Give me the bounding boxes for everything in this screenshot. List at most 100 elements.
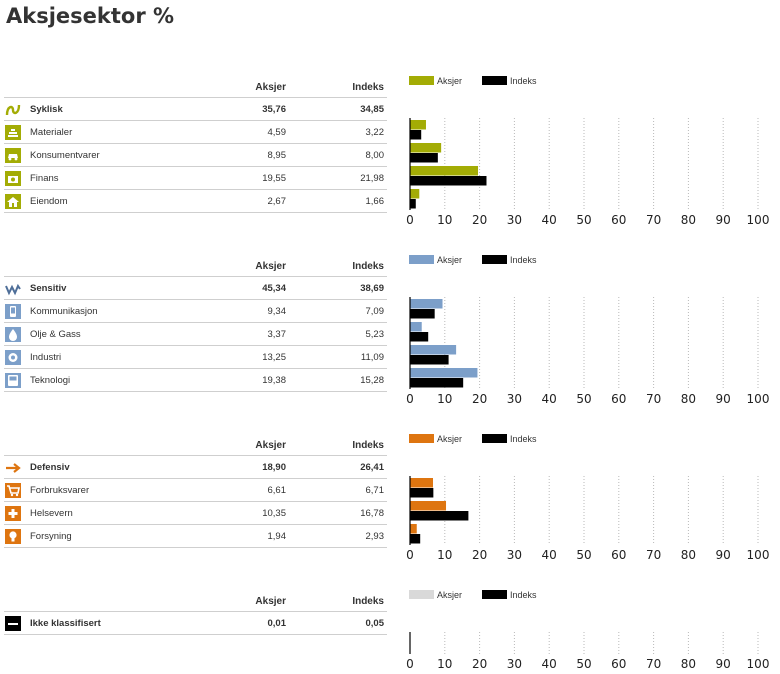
sector-name: Defensiv [30, 462, 70, 473]
table-header: Aksjer Indeks [4, 253, 387, 277]
consumer-defensive-icon [5, 483, 21, 498]
table-row: Teknologi 19,38 15,28 [4, 369, 387, 392]
table-row: Kommunikasjon 9,34 7,09 [4, 300, 387, 323]
x-tick-label: 0 [406, 392, 414, 406]
table-header: Aksjer Indeks [4, 74, 387, 98]
sector-indeks-value: 26,41 [360, 462, 384, 473]
sector-aksjer-value: 18,90 [262, 462, 286, 473]
bar-aksjer [410, 322, 422, 332]
category-name: Konsumentvarer [30, 150, 100, 161]
table-row: Industri 13,25 11,09 [4, 346, 387, 369]
table-row: Helsevern 10,35 16,78 [4, 502, 387, 525]
bar-indeks [410, 534, 421, 544]
bar-aksjer [410, 478, 434, 488]
sector-total-row: Sensitiv 45,34 38,69 [4, 277, 387, 300]
legend-swatch-indeks [482, 76, 507, 85]
bar-indeks [410, 199, 416, 209]
legend-swatch-indeks [482, 434, 507, 443]
table-row: Forbruksvarer 6,61 6,71 [4, 479, 387, 502]
bar-aksjer [410, 501, 447, 511]
bar-indeks [410, 332, 429, 342]
x-tick-label: 0 [406, 548, 414, 562]
legend-swatch-indeks [482, 255, 507, 264]
legend-label-aksjer: Aksjer [437, 255, 462, 265]
table-row: Konsumentvarer 8,95 8,00 [4, 144, 387, 167]
aksjer-value: 6,61 [267, 485, 287, 496]
legend-label-aksjer: Aksjer [437, 434, 462, 444]
legend-swatch-aksjer [409, 255, 434, 264]
x-tick-label: 10 [437, 548, 452, 562]
bar-aksjer [410, 368, 478, 378]
x-tick-label: 80 [681, 392, 696, 406]
x-tick-label: 100 [747, 392, 770, 406]
category-name: Kommunikasjon [30, 306, 98, 317]
table-row: Materialer 4,59 3,22 [4, 121, 387, 144]
sector-indeks-value: 34,85 [360, 104, 384, 115]
indeks-value: 6,71 [365, 485, 385, 496]
legend-label-indeks: Indeks [510, 590, 537, 600]
aksjer-value: 3,37 [267, 329, 287, 340]
sector-aksjer-value: 0,01 [267, 618, 287, 629]
category-name: Eiendom [30, 196, 68, 207]
x-tick-label: 20 [472, 213, 487, 227]
sector-name: Sensitiv [30, 283, 67, 294]
sector-indeks-value: 38,69 [360, 283, 384, 294]
x-tick-label: 30 [507, 548, 522, 562]
x-tick-label: 70 [646, 657, 661, 671]
sector-bar-chart: Aksjer Indeks 0 10 20 30 40 50 60 70 80 90 100 [395, 253, 780, 409]
category-name: Helsevern [30, 508, 73, 519]
x-tick-label: 90 [716, 213, 731, 227]
bar-indeks [410, 511, 469, 521]
bar-aksjer [410, 299, 443, 309]
legend-swatch-indeks [482, 590, 507, 599]
page-title: Aksjesektor % [6, 4, 175, 28]
category-name: Olje & Gass [30, 329, 81, 340]
oil-gas-icon [5, 327, 21, 342]
bar-aksjer [410, 189, 420, 199]
materials-icon [5, 125, 21, 140]
category-name: Forsyning [30, 531, 72, 542]
sector-table: Aksjer Indeks Defensiv 18,90 26,41 Forbruksva… [4, 432, 387, 548]
sector-bar-chart: Aksjer Indeks 0 10 20 30 40 50 60 70 80 90 100 [395, 74, 780, 230]
communication-icon [5, 304, 21, 319]
aksjer-value: 2,67 [267, 196, 287, 207]
x-tick-label: 50 [576, 548, 591, 562]
chart-svg: Aksjer Indeks 0 10 20 30 40 50 60 70 80 90 100 [406, 590, 769, 671]
indeks-value: 15,28 [360, 375, 384, 386]
category-name: Forbruksvarer [30, 485, 90, 496]
aksjer-value: 1,94 [267, 531, 287, 542]
indeks-value: 5,23 [365, 329, 385, 340]
indeks-value: 2,93 [365, 531, 385, 542]
table-row: Finans 19,55 21,98 [4, 167, 387, 190]
sector-indeks-value: 0,05 [365, 618, 385, 629]
x-tick-label: 20 [472, 657, 487, 671]
x-tick-label: 60 [611, 392, 626, 406]
sector-name: Ikke klassifisert [30, 618, 101, 629]
indeks-value: 3,22 [365, 127, 385, 138]
sector-table: Aksjer Indeks Sensitiv 45,34 38,69 Kommunikas… [4, 253, 387, 392]
x-tick-label: 70 [646, 548, 661, 562]
table-row: Eiendom 2,67 1,66 [4, 190, 387, 213]
x-tick-label: 60 [611, 548, 626, 562]
aksjer-value: 9,34 [267, 306, 287, 317]
chart-svg: Aksjer Indeks 0 10 20 30 40 50 60 70 80 90 100 [406, 255, 770, 406]
sector-total-row: Ikke klassifisert 0,01 0,05 [4, 612, 387, 635]
bar-indeks [410, 378, 464, 388]
column-header-aksjer: Aksjer [255, 82, 286, 93]
x-tick-label: 80 [681, 213, 696, 227]
category-name: Industri [30, 352, 62, 363]
legend-label-aksjer: Aksjer [437, 76, 462, 86]
x-tick-label: 90 [716, 548, 731, 562]
chart-legend: Aksjer Indeks [409, 76, 537, 86]
column-header-indeks: Indeks [352, 261, 384, 272]
legend-label-indeks: Indeks [510, 255, 537, 265]
x-tick-label: 20 [472, 392, 487, 406]
x-tick-label: 10 [437, 213, 452, 227]
x-tick-label: 100 [747, 213, 770, 227]
x-tick-label: 70 [646, 213, 661, 227]
bar-aksjer [410, 524, 417, 534]
aksjer-value: 19,38 [262, 375, 286, 386]
real-estate-icon [5, 194, 21, 209]
sector-bar-chart: Aksjer Indeks 0 10 20 30 40 50 60 70 80 90 100 [395, 432, 780, 565]
aksjer-value: 10,35 [262, 508, 286, 519]
